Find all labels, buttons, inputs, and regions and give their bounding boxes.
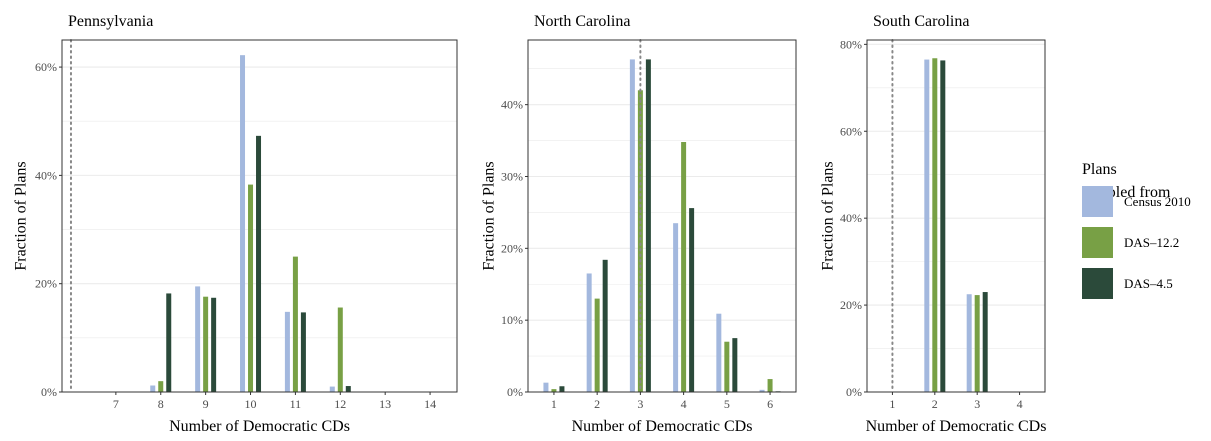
- x-tick-label: 5: [724, 397, 730, 411]
- panel-title: North Carolina: [534, 13, 630, 30]
- x-tick-label: 11: [290, 397, 302, 411]
- y-axis-title: Fraction of Plans: [481, 161, 498, 270]
- panel-border: [527, 39, 797, 393]
- x-tick-label: 4: [1017, 397, 1023, 411]
- y-tick-label: 20%: [501, 241, 523, 255]
- y-tick-label: 20%: [840, 298, 862, 312]
- legend-swatch: [1082, 186, 1113, 217]
- x-axis-title: Number of Democratic CDs: [169, 418, 350, 435]
- y-tick-label: 60%: [840, 124, 862, 138]
- y-axis-title: Fraction of Plans: [13, 161, 30, 270]
- x-tick-label: 12: [334, 397, 346, 411]
- legend-label: DAS–12.2: [1124, 235, 1179, 250]
- y-tick-label: 0%: [507, 385, 523, 399]
- x-tick-label: 7: [113, 397, 119, 411]
- y-axis-title: Fraction of Plans: [820, 161, 837, 270]
- x-tick-label: 8: [158, 397, 164, 411]
- x-tick-label: 4: [681, 397, 687, 411]
- bar: [673, 223, 679, 392]
- x-tick-label: 2: [594, 397, 600, 411]
- legend-title: Plans: [1082, 161, 1117, 178]
- x-tick-label: 3: [637, 397, 643, 411]
- y-tick-label: 40%: [35, 168, 57, 182]
- bar: [337, 307, 343, 392]
- panel-title: Pennsylvania: [68, 13, 153, 30]
- bar: [248, 184, 254, 392]
- bar: [240, 55, 246, 392]
- panel-border: [866, 39, 1046, 393]
- bar: [982, 292, 988, 392]
- panel-border: [61, 39, 458, 393]
- bar: [256, 135, 262, 393]
- bar: [329, 386, 335, 392]
- bar: [716, 313, 722, 392]
- bar: [158, 381, 164, 392]
- bar: [940, 60, 946, 393]
- y-tick-label: 30%: [501, 169, 523, 183]
- legend-label: DAS–4.5: [1124, 276, 1173, 291]
- bar: [166, 293, 172, 392]
- bar: [732, 338, 738, 392]
- bar: [345, 386, 351, 392]
- bar: [759, 389, 765, 392]
- panel-title: South Carolina: [873, 13, 969, 30]
- y-tick-label: 20%: [35, 277, 57, 291]
- bar: [150, 385, 156, 392]
- y-tick-label: 0%: [846, 385, 862, 399]
- bar: [586, 273, 592, 392]
- y-tick-label: 0%: [41, 385, 57, 399]
- bar: [203, 296, 209, 392]
- x-tick-label: 9: [203, 397, 209, 411]
- bar: [924, 59, 930, 393]
- x-axis-title: Number of Democratic CDs: [866, 418, 1047, 435]
- bar: [966, 294, 972, 392]
- bar: [300, 312, 306, 392]
- y-tick-label: 60%: [35, 60, 57, 74]
- y-tick-label: 40%: [501, 98, 523, 112]
- bar: [724, 341, 730, 392]
- y-tick-label: 80%: [840, 37, 862, 51]
- x-tick-label: 10: [245, 397, 257, 411]
- bar: [594, 298, 600, 392]
- legend-label: Census 2010: [1124, 194, 1191, 209]
- legend-swatch: [1082, 268, 1113, 299]
- bar: [689, 208, 695, 392]
- bar: [543, 382, 549, 392]
- x-tick-label: 1: [889, 397, 895, 411]
- y-tick-label: 10%: [501, 313, 523, 327]
- x-tick-label: 3: [974, 397, 980, 411]
- bar: [681, 142, 687, 392]
- x-tick-label: 6: [767, 397, 773, 411]
- bar: [284, 311, 290, 392]
- bar: [211, 297, 217, 392]
- x-tick-label: 14: [424, 397, 436, 411]
- x-tick-label: 2: [932, 397, 938, 411]
- x-axis-title: Number of Democratic CDs: [572, 418, 753, 435]
- bar: [292, 256, 298, 392]
- bar: [629, 59, 635, 392]
- bar: [932, 58, 938, 392]
- legend-swatch: [1082, 227, 1113, 258]
- bar: [974, 295, 980, 392]
- bar: [602, 259, 608, 392]
- y-tick-label: 40%: [840, 211, 862, 225]
- bar: [551, 389, 557, 392]
- bar: [195, 286, 201, 392]
- bar: [645, 59, 651, 392]
- bar: [637, 90, 643, 393]
- bar: [559, 386, 565, 392]
- x-tick-label: 13: [379, 397, 391, 411]
- bar: [767, 379, 773, 392]
- x-tick-label: 1: [551, 397, 557, 411]
